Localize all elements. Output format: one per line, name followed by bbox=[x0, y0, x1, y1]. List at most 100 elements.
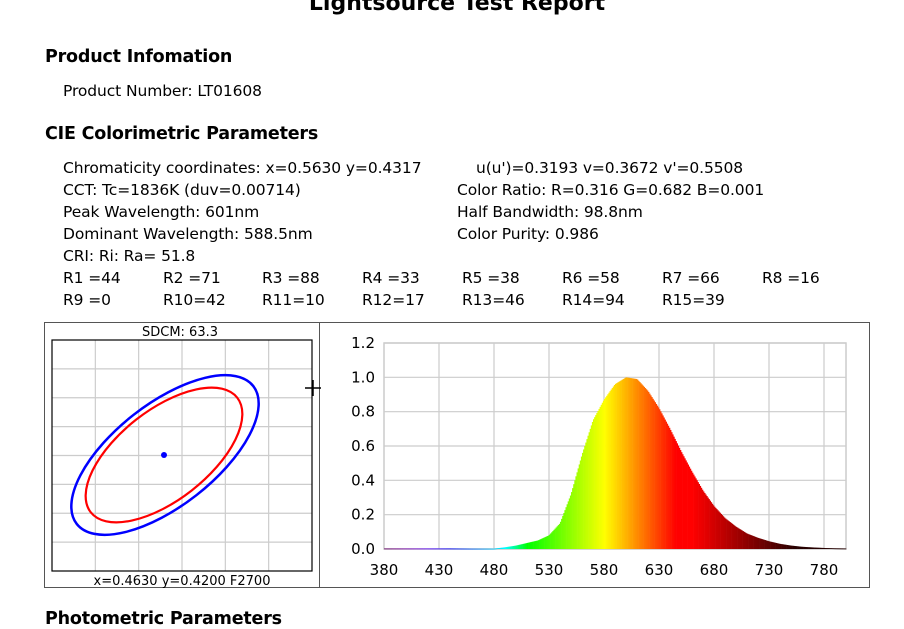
spectrum-bar bbox=[457, 548, 460, 550]
spectrum-bar bbox=[593, 419, 595, 549]
spectrum-bar bbox=[426, 548, 429, 550]
spectrum-bar bbox=[807, 547, 809, 549]
spectrum-bar bbox=[815, 547, 817, 549]
spectrum-bar bbox=[821, 547, 824, 549]
y-tick-label: 0.8 bbox=[351, 403, 375, 421]
spectrum-bar bbox=[840, 548, 842, 550]
color-purity: Color Purity: 0.986 bbox=[457, 225, 599, 243]
spectrum-bar bbox=[838, 548, 840, 550]
spectrum-bar bbox=[391, 548, 394, 550]
spectrum-bar bbox=[826, 548, 828, 549]
spectrum-bar bbox=[521, 544, 523, 549]
spectrum-bar bbox=[806, 547, 808, 549]
spectrum-bar bbox=[707, 497, 709, 549]
spectrum-bar bbox=[511, 546, 513, 549]
spectrum-bar bbox=[755, 537, 758, 549]
spectrum-bar bbox=[783, 544, 785, 549]
spectrum-bar bbox=[507, 546, 509, 549]
spectrum-bar bbox=[705, 494, 707, 549]
spectrum-bar bbox=[562, 515, 564, 549]
spectrum-bar bbox=[586, 439, 588, 549]
spectrum-bar bbox=[747, 533, 749, 549]
spectrum-bar bbox=[583, 449, 585, 549]
spectrum-bar bbox=[557, 525, 560, 549]
spectrum-bar bbox=[776, 543, 779, 549]
spectrum-bar bbox=[606, 395, 608, 549]
spectrum-bar bbox=[480, 548, 483, 550]
photometric-section-heading: Photometric Parameters bbox=[45, 609, 282, 629]
spectrum-bar bbox=[555, 527, 557, 549]
spectrum-bar bbox=[784, 544, 786, 549]
spectrum-bar bbox=[466, 548, 468, 550]
spectrum-bar bbox=[451, 548, 453, 550]
spectrum-bar bbox=[609, 391, 611, 549]
spectrum-bar bbox=[531, 541, 533, 549]
spectrum-bar bbox=[584, 446, 586, 549]
spectrum-bar bbox=[397, 548, 399, 550]
cri-value: R10=42 bbox=[163, 291, 226, 309]
spectrum-bar bbox=[472, 548, 474, 550]
spectrum-bar bbox=[763, 539, 765, 549]
spectrum-bar bbox=[588, 432, 590, 549]
spectrum-area bbox=[384, 377, 847, 550]
spectrum-bar bbox=[495, 548, 497, 550]
spectrum-bar bbox=[428, 548, 430, 550]
spectrum-bar bbox=[629, 377, 631, 549]
spectrum-bar bbox=[423, 548, 425, 550]
spectrum-bar bbox=[731, 523, 733, 549]
spectrum-bar bbox=[742, 531, 744, 549]
crosshair-cursor-icon bbox=[305, 380, 321, 396]
spectrum-bar bbox=[653, 400, 655, 549]
spectrum-bar bbox=[775, 542, 777, 549]
color-ratio: Color Ratio: R=0.316 G=0.682 B=0.001 bbox=[457, 181, 765, 199]
spectrum-bar bbox=[727, 520, 729, 549]
spectrum-bar bbox=[465, 548, 467, 550]
spectrum-bar bbox=[458, 548, 461, 550]
spectrum-bar bbox=[604, 398, 606, 549]
spectrum-bar bbox=[582, 452, 584, 549]
spectrum-bar bbox=[798, 546, 801, 549]
spectrum-bar bbox=[425, 548, 428, 550]
spectrum-bar bbox=[485, 548, 487, 550]
spectrum-bar bbox=[685, 460, 687, 549]
spectrum-bar bbox=[540, 539, 542, 549]
spectrum-bar bbox=[547, 535, 550, 549]
spectrum-bar bbox=[759, 538, 761, 549]
spectrum-bar bbox=[633, 378, 636, 549]
spectrum-bar bbox=[772, 542, 774, 549]
spectrum-bar bbox=[424, 548, 427, 550]
spectrum-bar bbox=[719, 512, 721, 549]
cri-value: R12=17 bbox=[362, 291, 425, 309]
spectrum-bar bbox=[630, 378, 632, 549]
spectrum-bar bbox=[817, 547, 819, 549]
spectrum-bar bbox=[436, 548, 439, 550]
spectrum-bar bbox=[399, 548, 401, 550]
spectrum-bar bbox=[666, 423, 669, 549]
spectrum-bar bbox=[578, 464, 581, 549]
spectrum-bar bbox=[842, 548, 845, 550]
spectrum-bar bbox=[579, 460, 582, 549]
spectrum-ticks: 380 430 480 530 580 630 680 730 780 0.0 0.2 0.4 0.6 0… bbox=[351, 334, 838, 579]
spectrum-bar bbox=[640, 383, 642, 549]
spectrum-bar bbox=[749, 534, 751, 549]
spectrum-bar bbox=[546, 536, 549, 549]
spectrum-bar bbox=[563, 513, 565, 549]
spectrum-bar bbox=[565, 507, 567, 549]
y-tick-label: 0.0 bbox=[351, 540, 375, 558]
cri-value: R7 =66 bbox=[662, 269, 720, 287]
sdcm-outer-ellipse bbox=[70, 373, 260, 537]
spectrum-bar bbox=[631, 378, 633, 549]
spectrum-bar bbox=[723, 517, 726, 549]
spectrum-bar bbox=[488, 548, 490, 550]
spectrum-bar bbox=[574, 480, 576, 549]
spectrum-bar bbox=[733, 525, 736, 549]
spectrum-bar bbox=[721, 515, 724, 549]
chromaticity-point bbox=[161, 452, 167, 458]
spectrum-bar bbox=[489, 548, 491, 550]
spectrum-bar bbox=[728, 521, 730, 549]
spectrum-bar bbox=[678, 447, 681, 549]
spectrum-bar bbox=[668, 427, 671, 549]
x-tick-label: 480 bbox=[480, 561, 509, 579]
spectrum-bar bbox=[710, 502, 713, 549]
spectrum-bar bbox=[545, 536, 548, 549]
